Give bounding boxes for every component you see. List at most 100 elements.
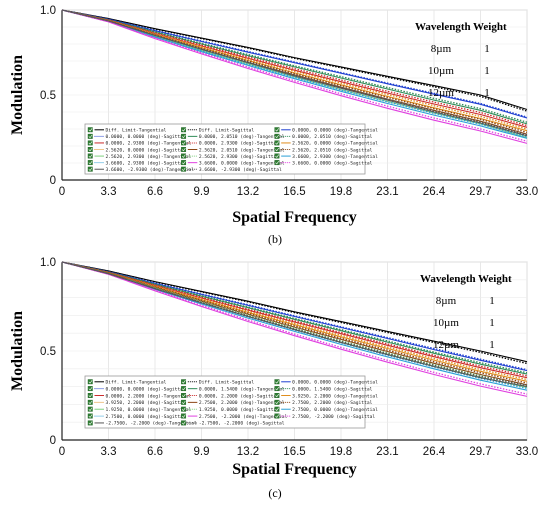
legend-label: 3.6600, -2.9300 (deg)-Sagittal — [199, 167, 282, 173]
legend-checkbox — [181, 127, 187, 133]
x-tick-label: 33.0 — [516, 446, 538, 458]
legend-check-mark — [181, 380, 186, 384]
legend-check-mark — [181, 386, 186, 391]
legend-checkbox — [181, 140, 187, 146]
series-line-10 — [61, 261, 528, 386]
series-line-16 — [61, 9, 528, 144]
series-line-9 — [61, 261, 528, 381]
legend-checkbox — [274, 133, 280, 139]
legend-check-mark — [181, 141, 186, 145]
series-line-19 — [61, 9, 528, 136]
legend-check-mark — [88, 154, 93, 158]
legend-check-mark — [275, 141, 280, 145]
legend-check-mark — [275, 154, 280, 158]
x-tick-label: 29.7 — [469, 446, 491, 458]
legend-label: 0.0000, 1.5400 (deg)-Sagittal — [292, 386, 372, 392]
series-line-17 — [61, 261, 528, 395]
legend-label: 0.0000, 0.0000 (deg)-Tangential — [292, 380, 378, 386]
panel-label: (c) — [268, 486, 281, 500]
series-line-18 — [61, 9, 528, 137]
x-axis-label: Spatial Frequency — [232, 209, 357, 226]
legend-checkbox — [87, 406, 93, 412]
legend-checkbox — [87, 147, 93, 152]
legend-label: 3.9250, 2.2000 (deg)-Tangential — [292, 393, 378, 399]
legend-checkbox — [87, 160, 93, 166]
legend-checkbox — [181, 166, 187, 172]
series-line-18 — [61, 261, 528, 388]
legend-checkbox — [181, 393, 187, 398]
y-tick-label: 0 — [50, 435, 56, 447]
legend-checkbox — [181, 406, 187, 412]
x-tick-label: 9.9 — [194, 186, 210, 198]
series-line-6 — [61, 261, 528, 379]
legend-label: 3.9250, 2.2000 (deg)-Sagittal — [106, 400, 186, 406]
legend-checkbox — [181, 399, 187, 405]
x-tick-label: 26.4 — [423, 446, 446, 458]
x-tick-label: 16.5 — [283, 186, 305, 198]
x-tick-label: 6.6 — [147, 446, 163, 458]
legend-checkbox — [274, 153, 280, 159]
legend-check-mark — [88, 160, 93, 165]
legend-checkbox — [87, 399, 93, 405]
panel-label: (b) — [268, 232, 282, 246]
y-tick-label: 1.0 — [40, 5, 56, 17]
y-tick-label: 0 — [50, 175, 56, 187]
table-cell-weight: 1 — [484, 87, 490, 99]
table-cell-weight: 1 — [484, 43, 490, 55]
legend-check-mark — [181, 160, 186, 165]
series-line-11 — [61, 261, 528, 384]
legend-label: 2.5620, 2.0510 (deg)-Sagittal — [292, 147, 372, 153]
legend-label: 1.9250, 0.0000 (deg)-Sagittal — [199, 407, 279, 413]
series-line-17 — [61, 9, 528, 142]
legend-check-mark — [275, 407, 280, 411]
series-line-15 — [61, 261, 528, 390]
legend-label: 0.0000, 1.5400 (deg)-Tangential — [199, 386, 285, 392]
y-tick-label: 0.5 — [40, 346, 56, 358]
series-line-14 — [61, 9, 528, 139]
legend-label: 2.7500, -2.2000 (deg)-Tangential — [199, 414, 288, 420]
legend-label: Diff. Limit-Tangential — [106, 380, 167, 386]
series-line-4 — [61, 261, 528, 375]
x-tick-label: 0 — [59, 446, 65, 458]
table-header-wavelength: Wavelength — [415, 21, 471, 33]
series-line-11 — [61, 9, 528, 134]
table-cell-weight: 1 — [489, 317, 495, 329]
table-header-weight: Weight — [473, 21, 507, 33]
table-header-wavelength: Wavelength — [420, 273, 476, 285]
legend-check-mark — [88, 407, 93, 411]
legend-check-mark — [88, 167, 93, 171]
legend-checkbox — [274, 393, 280, 398]
legend-label: -2.7500, -2.2000 (deg)-Sagittal — [199, 421, 285, 427]
legend-checkbox — [87, 379, 93, 385]
legend-label: 2.5620, 0.0000 (deg)-Tangential — [292, 141, 378, 147]
legend-check-mark — [88, 380, 93, 384]
legend-box — [84, 123, 366, 175]
legend-checkbox — [87, 127, 93, 133]
table-cell-wavelength: 10µm — [428, 65, 454, 77]
series-line-1 — [61, 9, 528, 112]
legend-checkbox — [274, 406, 280, 412]
legend-check-mark — [275, 147, 280, 152]
legend-checkbox — [274, 140, 280, 146]
x-tick-label: 19.8 — [330, 186, 352, 198]
x-tick-label: 33.0 — [516, 186, 538, 198]
chart-panel-c: 0 3.3 6.6 9.9 13.2 16.5 19.8 23.1 26.4 29.7 33.0 0 0… — [9, 257, 538, 500]
legend-check-mark — [88, 128, 93, 132]
legend-check-mark — [275, 134, 280, 139]
legend-label: Diff. Limit-Tangential — [106, 128, 167, 134]
x-tick-label: 9.9 — [194, 446, 210, 458]
legend-checkbox — [274, 413, 280, 419]
legend-check-mark — [275, 128, 280, 132]
legend-checkbox — [181, 420, 187, 426]
legend-check-mark — [181, 128, 186, 132]
legend-label: -2.7500, -2.2000 (deg)-Tangential — [106, 421, 198, 427]
series-line-3 — [61, 9, 528, 118]
legend-check-mark — [88, 393, 93, 398]
legend-checkbox — [181, 413, 187, 419]
legend-label: 3.6600, -2.9300 (deg)-Tangential — [106, 167, 195, 173]
legend-label: 2.7500, 0.0000 (deg)-Sagittal — [106, 414, 186, 420]
legend-checkbox — [274, 399, 280, 405]
legend-label: 2.7500, 2.2000 (deg)-Sagittal — [292, 400, 372, 406]
x-axis-label: Spatial Frequency — [232, 461, 357, 478]
legend-checkbox — [87, 166, 93, 172]
